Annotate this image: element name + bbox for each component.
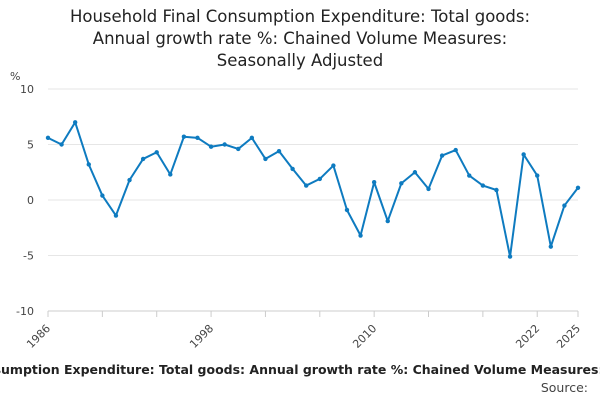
data-point[interactable] — [426, 186, 431, 192]
x-tick-label: 1986 — [24, 322, 53, 351]
x-tick-label: 2010 — [350, 322, 379, 351]
y-tick-label: -10 — [16, 305, 34, 318]
data-point[interactable] — [507, 254, 513, 259]
chart-title: Household Final Consumption Expenditure:… — [0, 6, 600, 72]
data-point[interactable] — [548, 244, 554, 249]
data-point[interactable] — [127, 177, 132, 183]
axis-layer: 10 5 0 -5 -10 1986 1998 2010 2022 2025 — [16, 83, 583, 351]
data-point[interactable] — [168, 172, 173, 177]
data-point[interactable] — [385, 218, 390, 224]
data-point[interactable] — [181, 134, 187, 139]
legend: Household Final Consumption Expenditure:… — [0, 362, 600, 377]
series-layer — [45, 120, 581, 259]
data-point[interactable] — [521, 152, 526, 157]
data-point[interactable] — [236, 146, 241, 152]
data-point[interactable] — [100, 193, 105, 198]
data-point[interactable] — [222, 142, 227, 147]
data-point[interactable] — [494, 187, 499, 193]
x-tick-label: 2022 — [513, 322, 542, 351]
data-point[interactable] — [195, 135, 200, 141]
data-point[interactable] — [263, 156, 268, 162]
y-axis-unit-label: % — [10, 70, 20, 83]
data-point[interactable] — [562, 203, 567, 208]
data-point[interactable] — [72, 120, 78, 125]
data-point[interactable] — [467, 173, 472, 178]
data-point[interactable] — [59, 142, 64, 147]
data-point[interactable] — [154, 150, 159, 155]
data-point[interactable] — [371, 180, 377, 185]
data-point[interactable] — [113, 213, 119, 218]
y-tick-label: 0 — [27, 194, 34, 207]
data-point[interactable] — [399, 181, 404, 186]
y-tick-label: 10 — [20, 83, 34, 96]
data-point[interactable] — [208, 144, 214, 149]
data-point[interactable] — [412, 170, 418, 175]
x-tick-label: 2025 — [554, 322, 583, 351]
y-tick-label: -5 — [23, 250, 34, 263]
data-point[interactable] — [140, 156, 146, 162]
data-point[interactable] — [304, 183, 309, 188]
data-point[interactable] — [276, 148, 282, 154]
data-point[interactable] — [439, 153, 445, 158]
y-tick-label: 5 — [27, 139, 34, 152]
data-point[interactable] — [453, 147, 458, 153]
data-point[interactable] — [535, 173, 540, 178]
series-line — [47, 121, 579, 258]
source-label: Source: — [540, 380, 588, 395]
chart-title-line-1: Household Final Consumption Expenditure:… — [69, 7, 531, 26]
data-point[interactable] — [358, 233, 363, 238]
x-tick-label: 1998 — [187, 322, 216, 351]
legend-series-label: Household Final Consumption Expenditure:… — [0, 362, 600, 377]
chart-title-line-3: Seasonally Adjusted — [216, 51, 384, 70]
data-point[interactable] — [331, 163, 336, 168]
chart-title-line-2: Annual growth rate %: Chained Volume Mea… — [92, 29, 508, 48]
data-point[interactable] — [344, 207, 350, 213]
data-point[interactable] — [45, 135, 51, 141]
data-point[interactable] — [480, 183, 486, 188]
data-point[interactable] — [317, 176, 322, 182]
data-point[interactable] — [290, 166, 295, 172]
data-point[interactable] — [575, 185, 581, 190]
data-point[interactable] — [86, 162, 91, 167]
data-point[interactable] — [249, 135, 255, 141]
